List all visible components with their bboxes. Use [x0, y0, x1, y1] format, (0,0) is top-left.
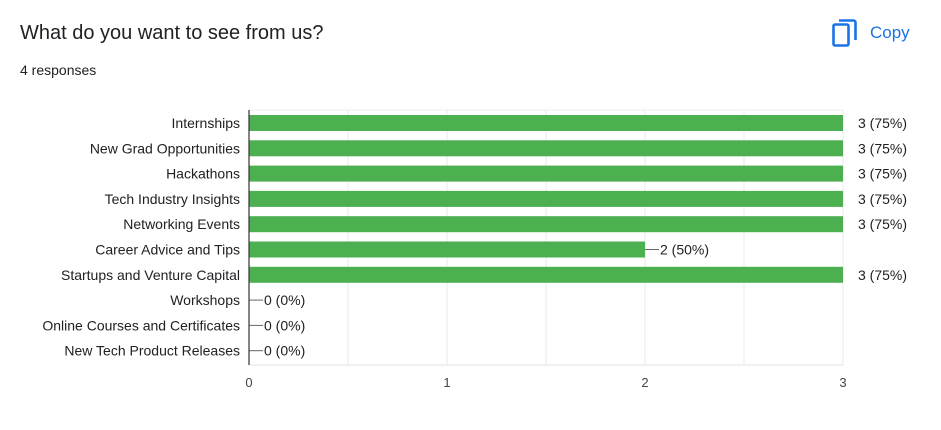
bar: [249, 266, 843, 283]
data-label: 3 (75%): [858, 140, 907, 156]
category-label: Career Advice and Tips: [95, 242, 240, 258]
category-label: New Grad Opportunities: [90, 140, 240, 156]
x-tick-label: 1: [443, 375, 450, 390]
data-label: 3 (75%): [858, 267, 907, 283]
bar: [249, 165, 843, 182]
category-label: Online Courses and Certificates: [42, 317, 240, 333]
category-label: Internships: [172, 115, 240, 131]
response-count: 4 responses: [20, 62, 97, 78]
copy-button[interactable]: Copy: [826, 14, 926, 52]
data-label: 3 (75%): [858, 191, 907, 207]
bar: [249, 190, 843, 207]
category-label: Workshops: [170, 292, 240, 308]
category-label: Networking Events: [123, 216, 240, 232]
data-label: 0 (0%): [264, 317, 305, 333]
data-label: 0 (0%): [264, 292, 305, 308]
data-label: 3 (75%): [858, 216, 907, 232]
category-label: Tech Industry Insights: [105, 191, 240, 207]
category-label: New Tech Product Releases: [64, 343, 240, 359]
data-label: 0 (0%): [264, 343, 305, 359]
category-label: Hackathons: [166, 166, 240, 182]
chart-title: What do you want to see from us?: [20, 22, 324, 44]
data-label: 3 (75%): [858, 166, 907, 182]
x-tick-label: 0: [245, 375, 252, 390]
bar: [249, 241, 645, 258]
x-tick-label: 2: [641, 375, 648, 390]
data-label: 3 (75%): [858, 115, 907, 131]
data-label: 2 (50%): [660, 242, 709, 258]
x-tick-label: 3: [839, 375, 846, 390]
category-label: Startups and Venture Capital: [61, 267, 240, 283]
copy-label: Copy: [870, 23, 910, 42]
bar-chart: 0 1 2 3 Internships 3 (75%) New Grad Opportuni…: [42, 109, 907, 390]
bar: [249, 216, 843, 233]
bar: [249, 115, 843, 131]
copy-icon: [832, 19, 857, 47]
bar: [249, 140, 843, 157]
